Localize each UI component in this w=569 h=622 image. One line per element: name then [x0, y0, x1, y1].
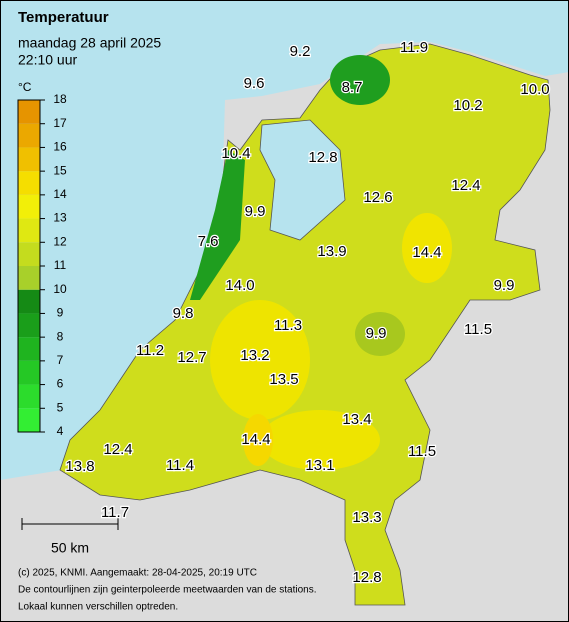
ijsselmeer: [259, 119, 346, 241]
station-value: 14.4: [241, 431, 270, 448]
station-value: 12.8: [308, 149, 337, 166]
station-value: 11.5: [408, 443, 436, 460]
scale-label: 50 km: [51, 540, 89, 556]
colorbar-label: 9: [57, 306, 64, 320]
colorbar-band: [18, 171, 40, 195]
colorbar-band: [18, 313, 40, 338]
colorbar-label: 15: [53, 163, 67, 177]
station-value: 11.2: [136, 342, 164, 359]
footer-line: Lokaal kunnen verschillen optreden.: [18, 602, 178, 613]
colorbar-label: 16: [53, 140, 67, 154]
hot-area: [243, 414, 273, 466]
sea: [0, 0, 569, 480]
colorbar-label: 8: [57, 329, 64, 343]
station-value: 13.3: [352, 509, 381, 526]
colorbar-band: [18, 337, 40, 361]
colorbar-band: [18, 384, 40, 409]
cool-area: [355, 312, 405, 356]
warm-area: [402, 213, 452, 283]
colorbar-label: 14: [53, 187, 67, 201]
station-value: 7.6: [198, 233, 219, 250]
station-value: 13.5: [269, 371, 298, 388]
station-value: 13.9: [317, 243, 346, 260]
footer-line: De contourlijnen zijn geinterpoleerde me…: [18, 585, 317, 596]
station-value: 12.6: [363, 189, 392, 206]
colorbar-label: 13: [53, 211, 67, 225]
station-value: 11.3: [274, 317, 302, 334]
station-value: 11.5: [464, 321, 492, 338]
colorbar-band: [18, 242, 40, 266]
colorbar-band: [18, 360, 40, 385]
colorbar-label: 11: [54, 258, 67, 272]
station-value: 10.0: [520, 81, 549, 98]
colorbar-label: 10: [53, 282, 67, 296]
station-value: 13.8: [65, 458, 94, 475]
station-value: 14.0: [225, 277, 254, 294]
colorbar-band: [18, 147, 40, 172]
station-value: 12.7: [177, 349, 206, 366]
colorbar-band: [18, 289, 40, 314]
colorbar-band: [18, 218, 40, 243]
station-value: 8.7: [342, 79, 363, 96]
colorbar-band: [18, 123, 40, 148]
netherlands: [59, 43, 551, 606]
station-value: 9.9: [366, 325, 387, 342]
station-value: 9.8: [173, 305, 194, 322]
colorbar-label: 18: [53, 92, 67, 106]
colorbar-label: 17: [53, 116, 67, 130]
colorbar-label: 4: [57, 424, 64, 438]
warm-area: [210, 300, 310, 420]
station-value: 9.9: [494, 277, 515, 294]
date: maandag 28 april 2025: [18, 35, 161, 51]
station-value: 10.4: [221, 145, 250, 162]
unit: °C: [18, 80, 32, 94]
colorbar-label: 12: [53, 234, 67, 248]
station-value: 10.2: [453, 97, 482, 114]
station-value: 13.1: [305, 457, 334, 474]
colorbar-band: [18, 194, 40, 219]
station-value: 11.7: [101, 504, 129, 521]
footer-line: (c) 2025, KNMI. Aangemaakt: 28-04-2025, …: [18, 568, 257, 579]
station-value: 12.8: [352, 569, 381, 586]
time: 22:10 uur: [18, 52, 77, 68]
station-value: 13.2: [240, 347, 269, 364]
colorbar-band: [18, 408, 40, 432]
colorbar-label: 5: [57, 400, 64, 414]
colorbar-band: [18, 266, 40, 290]
station-value: 12.4: [451, 177, 480, 194]
station-value: 13.4: [342, 411, 371, 428]
station-value: 11.9: [400, 39, 428, 56]
colorbar-band: [18, 100, 40, 124]
colorbar-label: 6: [57, 377, 64, 391]
station-value: 11.4: [166, 457, 194, 474]
station-value: 9.2: [290, 43, 311, 60]
title: Temperatuur: [18, 9, 109, 26]
colorbar-label: 7: [57, 353, 64, 367]
cool-area: [330, 55, 390, 105]
station-value: 9.9: [245, 203, 266, 220]
station-value: 14.4: [412, 244, 441, 261]
station-value: 12.4: [103, 441, 132, 458]
warm-area: [260, 410, 380, 470]
cool-area: [190, 150, 245, 300]
station-value: 9.6: [244, 75, 265, 92]
